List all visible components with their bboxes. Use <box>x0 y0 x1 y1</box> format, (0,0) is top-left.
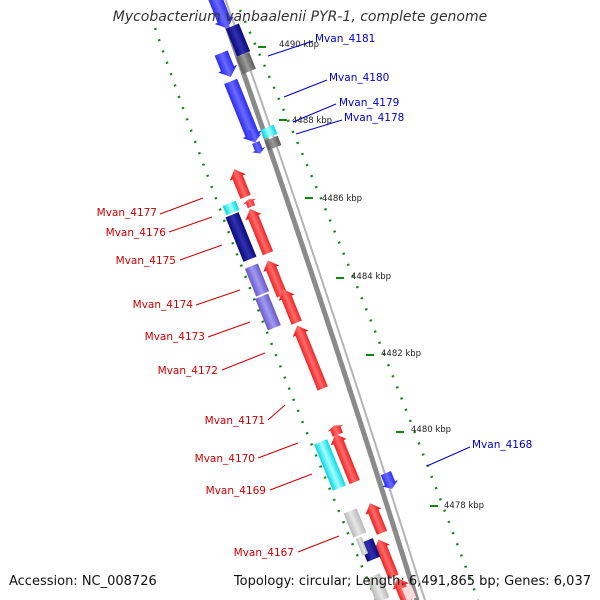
tick-label: 4488 kbp <box>292 116 332 126</box>
reverse-gene-cds <box>224 78 262 143</box>
forward-gene-label[interactable]: Mvan_4172 <box>158 365 218 377</box>
forward-feature <box>244 263 270 297</box>
reverse-feature <box>225 23 251 57</box>
forward-gene-cds <box>373 539 399 579</box>
reverse-gene-cds <box>248 127 262 141</box>
forward-feature <box>366 573 390 600</box>
topology-summary: Topology: circular; Length: 6,491,865 bp… <box>233 574 591 589</box>
forward-gene-cds <box>263 260 288 298</box>
gene-leader-line <box>221 352 266 371</box>
gene-leader-line <box>297 535 340 553</box>
reverse-feature <box>236 52 256 74</box>
reverse-feature <box>264 135 282 151</box>
tick-label: 4484 kbp <box>351 272 391 282</box>
reverse-feature <box>260 124 278 140</box>
forward-gene-cds <box>330 433 360 485</box>
outer-dotted-ring <box>238 9 480 600</box>
gene-leader-line <box>267 40 314 57</box>
gene-leader-line <box>269 473 313 491</box>
forward-feature <box>225 212 257 262</box>
forward-feature <box>359 538 381 562</box>
accession-label: Accession: NC_008726 <box>9 574 157 589</box>
forward-feature <box>222 200 240 216</box>
forward-gene-label[interactable]: Mvan_4170 <box>195 453 255 465</box>
gene-leader-line <box>195 289 241 306</box>
forward-gene-label[interactable]: Mvan_4177 <box>97 207 157 219</box>
backbone-strand-right <box>224 0 426 600</box>
gene-leader-line <box>168 216 213 233</box>
forward-gene-label[interactable]: Mvan_4173 <box>145 331 205 343</box>
gene-leader-line <box>267 404 286 421</box>
genome-title: Mycobacterium vanbaalenii PYR-1, complet… <box>112 9 488 25</box>
forward-gene-cds <box>243 199 257 209</box>
reverse-gene-label[interactable]: Mvan_4168 <box>472 439 532 451</box>
forward-gene-label[interactable]: Mvan_4171 <box>205 415 265 427</box>
reverse-gene-cds <box>206 0 234 29</box>
tick-label: 4480 kbp <box>411 425 451 435</box>
reverse-gene-label[interactable]: Mvan_4181 <box>315 33 375 45</box>
tick-label: 4486 kbp <box>322 194 362 204</box>
forward-gene-cds <box>327 425 344 437</box>
forward-gene-cds <box>245 208 274 256</box>
forward-gene-cds <box>365 503 388 535</box>
reverse-gene-label[interactable]: Mvan_4180 <box>329 72 389 84</box>
forward-gene-label[interactable]: Mvan_4174 <box>133 299 194 311</box>
tick-label: 4490 kbp <box>279 40 319 50</box>
reverse-gene-cds <box>252 140 266 154</box>
forward-feature <box>355 536 369 556</box>
forward-gene-label[interactable]: Mvan_4175 <box>116 255 176 267</box>
backbone-strand-left <box>214 0 420 600</box>
forward-feature <box>255 293 281 331</box>
reverse-gene-label[interactable]: Mvan_4179 <box>339 97 399 109</box>
forward-gene-label[interactable]: Mvan_4167 <box>234 547 294 559</box>
gene-leader-line <box>179 244 223 261</box>
forward-gene-cds <box>229 169 251 199</box>
forward-gene-label[interactable]: Mvan_4169 <box>206 485 266 497</box>
gene-leader-line <box>295 119 343 135</box>
gene-leader-line <box>257 442 299 459</box>
forward-feature <box>343 508 367 538</box>
gene-leader-line <box>426 446 471 467</box>
reverse-gene-label[interactable]: Mvan_4178 <box>344 112 404 124</box>
reverse-gene-cds <box>380 471 398 489</box>
gene-leader-line <box>207 321 251 338</box>
forward-feature <box>314 439 346 491</box>
tick-label: 4478 kbp <box>444 501 484 511</box>
gene-leader-line <box>283 79 328 98</box>
forward-feature <box>401 584 417 600</box>
forward-gene-cds <box>392 578 414 600</box>
forward-gene-label[interactable]: Mvan_4176 <box>106 227 167 239</box>
forward-gene-cds <box>292 325 328 391</box>
reverse-gene-cds <box>214 50 237 78</box>
tick-label: 4482 kbp <box>381 349 421 359</box>
forward-gene-cds <box>278 289 302 325</box>
gene-leader-line <box>159 197 204 215</box>
gene-leader-line <box>292 103 337 123</box>
